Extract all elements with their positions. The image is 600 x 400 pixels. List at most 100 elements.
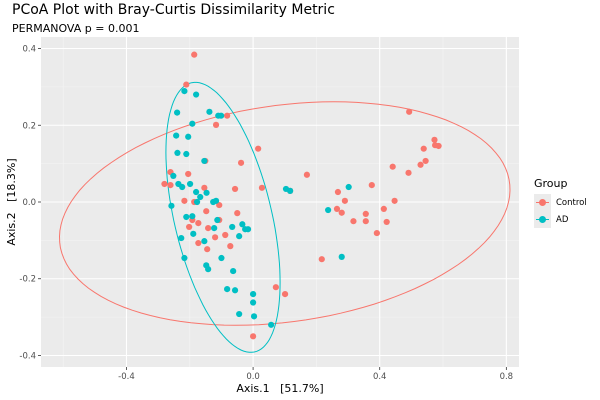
point-ad	[193, 91, 200, 98]
point-control	[205, 224, 212, 232]
point-control	[334, 188, 342, 196]
point-ad	[244, 226, 252, 233]
y-tick-label: 0.4	[22, 45, 36, 55]
point-ad	[239, 221, 246, 228]
point-control	[195, 220, 202, 227]
y-tick-label: -0.4	[19, 351, 36, 361]
y-axis-ticks: -0.4 -0.2 0.0 0.2 0.4	[19, 45, 41, 361]
point-ad	[197, 193, 204, 201]
point-control	[417, 161, 424, 168]
point-ad	[193, 188, 200, 196]
legend-item-ad: AD	[534, 211, 587, 228]
point-ad	[250, 313, 258, 320]
point-ad	[268, 321, 275, 328]
point-ad	[249, 299, 257, 306]
point-control	[373, 229, 380, 237]
point-ad	[185, 133, 192, 140]
point-ad	[186, 180, 194, 188]
point-control	[201, 184, 208, 191]
point-ad	[190, 230, 197, 237]
x-tick-label: 0.8	[500, 372, 514, 382]
point-control	[237, 159, 245, 166]
point-ad	[183, 150, 190, 158]
point-control	[422, 157, 429, 165]
point-ad	[212, 197, 220, 204]
chart-subtitle: PERMANOVA p = 0.001	[12, 22, 140, 35]
y-tick-label: -0.2	[19, 275, 36, 285]
point-control	[212, 121, 220, 128]
point-control	[362, 218, 369, 225]
point-control	[333, 205, 341, 213]
point-ad	[218, 254, 225, 262]
ellipse-ad	[165, 81, 281, 353]
point-control	[185, 170, 192, 178]
point-control	[380, 205, 387, 213]
point-ad	[168, 202, 175, 209]
point-control	[281, 290, 289, 298]
y-tick-label: 0.2	[22, 121, 36, 131]
point-ad	[229, 223, 236, 231]
chart-title: PCoA Plot with Bray-Curtis Dissimilarity…	[12, 2, 335, 18]
x-axis-label: Axis.1 [51.7%]	[236, 382, 323, 395]
legend-key-control	[534, 194, 551, 211]
point-ad	[174, 149, 181, 156]
point-control	[435, 142, 442, 150]
point-control	[203, 208, 210, 215]
point-ad	[231, 287, 239, 294]
point-control	[191, 51, 198, 58]
point-ad	[181, 88, 188, 95]
point-control	[338, 209, 345, 216]
point-control	[389, 163, 396, 170]
point-ad	[178, 234, 185, 242]
point-ad	[183, 213, 190, 221]
point-ad	[236, 310, 243, 318]
point-ad	[170, 172, 177, 180]
point-ad	[211, 224, 218, 232]
point-control	[204, 246, 211, 253]
point-control	[368, 182, 375, 189]
point-ad	[206, 108, 213, 115]
point-ad	[236, 233, 243, 240]
ellipses	[58, 81, 511, 353]
point-control	[406, 108, 413, 115]
point-control	[234, 210, 241, 217]
point-control	[303, 171, 311, 178]
legend-item-control: Control	[534, 194, 587, 211]
point-ad	[201, 238, 208, 245]
x-axis-ticks: -0.4 0.0 0.4 0.8	[118, 367, 513, 382]
legend-label-control: Control	[556, 197, 587, 208]
point-ad	[173, 132, 180, 139]
point-control	[318, 256, 325, 263]
y-axis-label: Axis.2 [18.3%]	[5, 158, 18, 245]
point-ad	[205, 266, 212, 273]
point-control	[181, 197, 188, 204]
point-control	[362, 210, 369, 217]
x-tick-label: 0.0	[246, 372, 260, 382]
grid-major	[41, 37, 519, 367]
x-tick-label: 0.4	[373, 372, 387, 382]
point-control	[391, 197, 398, 204]
point-ad	[345, 183, 352, 191]
point-control	[258, 184, 266, 191]
point-ad	[174, 109, 181, 116]
legend-label-ad: AD	[556, 214, 569, 225]
points	[161, 51, 442, 340]
point-ad	[203, 189, 210, 196]
point-ad	[181, 254, 188, 262]
point-control	[350, 218, 357, 225]
point-ad	[218, 112, 225, 119]
legend: Group Control AD	[534, 177, 587, 228]
point-control	[431, 136, 438, 143]
point-ad	[224, 286, 231, 293]
point-ad	[287, 187, 294, 194]
point-ad	[325, 206, 332, 214]
point-ad	[193, 198, 201, 206]
point-ad	[189, 120, 196, 127]
y-tick-label: 0.0	[22, 198, 36, 208]
point-control	[227, 243, 234, 250]
point-control	[183, 81, 190, 88]
point-control	[222, 231, 229, 239]
point-control	[383, 218, 390, 226]
point-control	[249, 333, 257, 340]
